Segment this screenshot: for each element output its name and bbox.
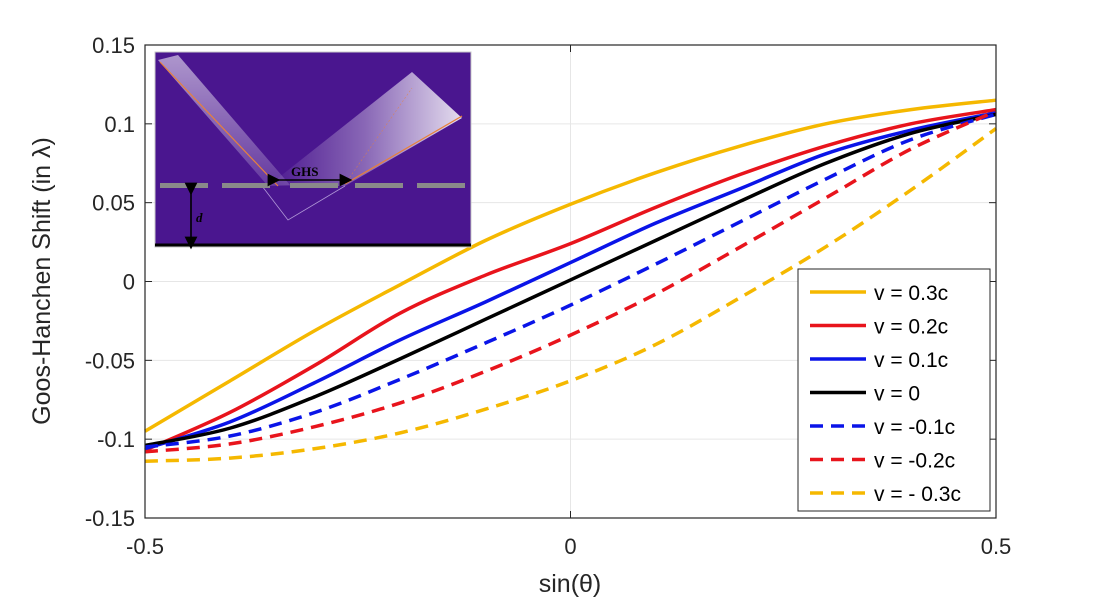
x-tick-label: -0.5 — [126, 534, 164, 559]
legend-label: v = -0.2c — [874, 450, 955, 473]
y-tick-label: 0.05 — [92, 191, 135, 216]
y-tick-label: -0.05 — [85, 348, 135, 373]
y-tick-label: 0.1 — [104, 112, 135, 137]
series-line-4 — [144, 112, 997, 449]
series-line-6 — [144, 127, 998, 463]
y-tick-label: -0.15 — [85, 506, 135, 531]
x-axis-label: sin(θ) — [539, 570, 602, 598]
series-line-2 — [144, 111, 997, 451]
inset-penetration-path — [261, 185, 346, 221]
y-tick-label: 0.15 — [92, 33, 135, 58]
inset-incident-beam — [158, 55, 290, 186]
inset-d-label: d — [196, 210, 203, 225]
inset-reflected-beam — [268, 72, 462, 186]
legend-label: v = 0.1c — [874, 349, 948, 372]
series-line-3 — [144, 112, 997, 448]
x-tick-label: 0 — [564, 534, 576, 559]
inset-shifted-ray — [344, 87, 413, 185]
legend: v = 0.3c v = 0.2c v = 0.1c v = 0 v = -0.1c v … — [797, 268, 991, 512]
legend-box — [797, 268, 991, 512]
inset-grating — [160, 183, 465, 188]
x-tick-label: 0.5 — [981, 534, 1012, 559]
legend-label: v = -0.1c — [874, 416, 955, 439]
y-tick-label: -0.1 — [97, 427, 135, 452]
legend-label: v = 0 — [874, 383, 920, 406]
legend-label: v = - 0.3c — [874, 483, 961, 506]
series-layer — [144, 98, 998, 463]
y-tick-label: 0 — [123, 270, 135, 295]
series-line-0 — [144, 98, 997, 433]
legend-label: v = 0.2c — [874, 316, 948, 339]
inset-incident-ray — [159, 61, 279, 187]
series-line-5 — [144, 109, 997, 454]
inset-diagram: GHS d — [154, 51, 472, 250]
inset-reflected-ray — [344, 115, 463, 185]
ticks: 0.15 0.1 0.05 0 -0.05 -0.1 -0.15 -0.5 0 0.5 — [85, 33, 1011, 559]
y-axis-label: Goos-Hanchen Shift (in λ) — [28, 137, 56, 425]
inset-ghs-label: GHS — [291, 164, 318, 179]
legend-label: v = 0.3c — [874, 282, 948, 305]
series-line-1 — [144, 107, 997, 452]
